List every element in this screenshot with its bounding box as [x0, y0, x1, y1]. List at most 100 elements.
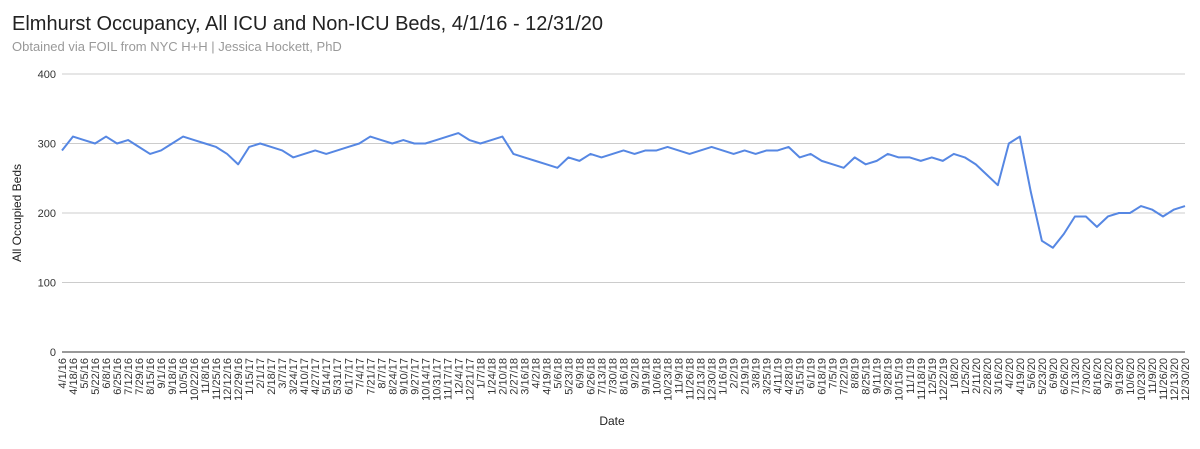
x-tick-label: 12/13/20: [1169, 358, 1181, 401]
x-tick-label: 12/21/17: [464, 358, 476, 401]
x-tick-label: 11/8/16: [200, 358, 212, 394]
y-axis-label: All Occupied Beds: [10, 164, 24, 262]
x-tick-label: 6/25/16: [112, 358, 124, 395]
x-tick-label: 4/19/20: [1015, 358, 1027, 395]
x-tick-label: 7/13/18: [596, 358, 608, 395]
x-tick-label: 2/1/17: [255, 358, 267, 389]
x-tick-label: 3/7/17: [277, 358, 289, 389]
x-tick-label: 10/6/18: [652, 358, 664, 395]
x-tick-label: 4/2/20: [1004, 358, 1016, 389]
x-tick-label: 6/26/20: [1059, 358, 1071, 395]
x-tick-label: 8/24/17: [387, 358, 399, 395]
x-tick-label: 9/27/17: [409, 358, 421, 395]
x-tick-label: 7/12/16: [123, 358, 135, 395]
x-tick-label: 12/30/20: [1180, 358, 1192, 401]
x-tick-label: 11/18/19: [916, 358, 928, 400]
x-tick-label: 9/19/18: [641, 358, 653, 395]
x-tick-label: 3/25/19: [762, 358, 774, 395]
x-tick-label: 10/14/17: [420, 358, 432, 401]
x-tick-label: 8/25/19: [861, 358, 873, 395]
x-tick-label: 9/10/17: [398, 358, 410, 395]
x-tick-label: 8/8/19: [850, 358, 862, 389]
x-tick-label: 3/8/19: [751, 358, 763, 389]
x-tick-label: 11/26/20: [1158, 358, 1170, 400]
x-tick-label: 4/19/18: [541, 358, 553, 395]
x-tick-label: 2/18/17: [266, 358, 278, 395]
x-tick-label: 9/19/20: [1114, 358, 1126, 395]
y-tick-label: 200: [38, 208, 56, 220]
x-tick-label: 5/15/19: [795, 358, 807, 395]
x-tick-label: 10/23/18: [663, 358, 675, 401]
x-tick-label: 7/5/19: [828, 358, 840, 389]
x-tick-label: 12/22/19: [938, 358, 950, 401]
x-tick-label: 12/12/16: [222, 358, 234, 401]
x-tick-label: 6/9/20: [1048, 358, 1060, 389]
x-tick-label: 10/23/20: [1136, 358, 1148, 401]
x-tick-label: 11/17/17: [442, 358, 454, 400]
x-tick-label: 11/1/19: [905, 358, 917, 394]
x-tick-label: 9/28/19: [883, 358, 895, 395]
x-tick-label: 2/19/19: [740, 358, 752, 395]
x-tick-label: 5/5/16: [79, 358, 91, 389]
x-tick-label: 7/30/18: [607, 358, 619, 395]
x-tick-label: 4/2/18: [530, 358, 542, 389]
x-tick-label: 10/6/20: [1125, 358, 1137, 395]
x-tick-label: 9/2/20: [1103, 358, 1115, 389]
x-tick-label: 11/9/18: [674, 358, 686, 394]
x-tick-label: 5/31/17: [332, 358, 344, 395]
x-tick-label: 6/18/19: [817, 358, 829, 395]
x-tick-label: 1/8/20: [949, 358, 961, 389]
x-tick-label: 1/7/18: [475, 358, 487, 389]
x-tick-label: 5/23/20: [1037, 358, 1049, 395]
x-tick-label: 5/6/20: [1026, 358, 1038, 389]
x-axis-label: Date: [599, 414, 625, 428]
y-tick-label: 0: [50, 347, 56, 359]
x-tick-label: 5/6/18: [552, 358, 564, 389]
x-tick-label: 6/17/17: [343, 358, 355, 395]
x-tick-label: 8/7/17: [376, 358, 388, 389]
x-tick-label: 2/27/18: [508, 358, 520, 395]
x-tick-label: 7/29/16: [134, 358, 146, 395]
x-tick-label: 1/15/17: [244, 358, 256, 395]
x-tick-label: 3/16/18: [519, 358, 531, 395]
x-tick-label: 10/15/19: [894, 358, 906, 401]
x-tick-label: 6/26/18: [585, 358, 597, 395]
y-tick-label: 300: [38, 139, 56, 151]
x-tick-label: 4/10/17: [299, 358, 311, 395]
x-tick-label: 4/11/19: [773, 358, 785, 394]
x-tick-label: 3/24/17: [288, 358, 300, 395]
chart-subtitle: Obtained via FOIL from NYC H+H | Jessica…: [12, 39, 342, 54]
x-tick-label: 2/28/20: [982, 358, 994, 395]
x-tick-label: 6/1/19: [806, 358, 818, 389]
x-tick-label: 11/26/18: [685, 358, 697, 400]
x-tick-label: 4/28/19: [784, 358, 796, 395]
x-tick-label: 11/25/16: [211, 358, 223, 400]
x-tick-label: 9/18/16: [167, 358, 179, 395]
x-tick-label: 11/9/20: [1147, 358, 1159, 394]
x-tick-label: 9/2/18: [630, 358, 642, 389]
x-tick-label: 8/15/16: [145, 358, 157, 395]
x-tick-label: 12/5/19: [927, 358, 939, 395]
x-tick-label: 2/10/18: [497, 358, 509, 395]
x-tick-label: 10/5/16: [178, 358, 190, 395]
x-tick-label: 1/25/20: [960, 358, 972, 395]
x-tick-label: 4/18/16: [68, 358, 80, 395]
x-tick-label: 4/1/16: [57, 358, 69, 389]
x-tick-label: 2/11/20: [971, 358, 983, 394]
y-tick-label: 400: [38, 69, 56, 81]
x-tick-label: 8/16/20: [1092, 358, 1104, 395]
chart-title: Elmhurst Occupancy, All ICU and Non-ICU …: [12, 13, 603, 35]
x-tick-label: 12/4/17: [453, 358, 465, 395]
x-tick-label: 1/16/19: [718, 358, 730, 395]
x-tick-label: 10/22/16: [189, 358, 201, 401]
x-tick-label: 7/22/19: [839, 358, 851, 395]
x-tick-label: 2/2/19: [729, 358, 741, 389]
x-tick-label: 5/23/18: [563, 358, 575, 395]
x-tick-label: 12/29/16: [233, 358, 245, 401]
x-tick-label: 6/8/16: [101, 358, 113, 389]
x-tick-label: 8/16/18: [619, 358, 631, 395]
y-tick-label: 100: [38, 278, 56, 290]
x-tick-label: 1/24/18: [486, 358, 498, 395]
